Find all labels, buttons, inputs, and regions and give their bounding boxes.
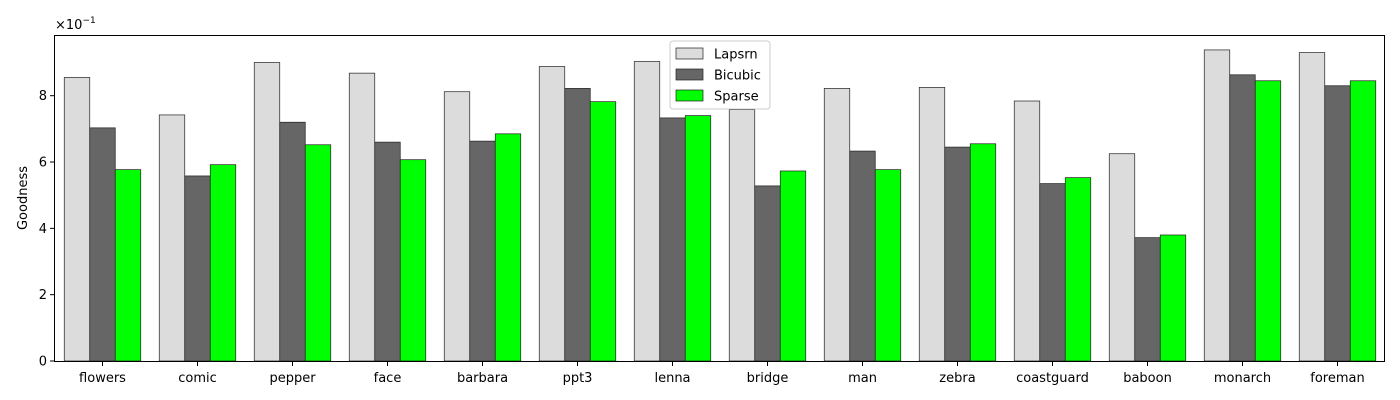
bar-lapsrn-pepper (253, 62, 281, 362)
bar-sparse-lenna (684, 115, 712, 362)
bar-lapsrn-flowers (63, 77, 91, 362)
y-axis: 0 2 4 6 8 (39, 89, 55, 370)
bar-lapsrn-coastguard (1013, 100, 1041, 362)
legend-label-bicubic: Bicubic (714, 69, 761, 84)
x-tick-label-comic: comic (178, 371, 217, 386)
bar-lapsrn-lenna (633, 61, 661, 362)
x-tick-label-lenna: lenna (654, 371, 690, 386)
legend-label-sparse: Sparse (714, 90, 759, 105)
bar-bicubic-baboon (1134, 237, 1161, 362)
x-tick-label-face: face (374, 371, 402, 386)
x-tick-label-baboon: baboon (1123, 371, 1172, 386)
bar-sparse-comic (209, 164, 237, 362)
bar-bicubic-man (849, 150, 876, 362)
bars-layer (63, 49, 1377, 362)
x-tick-label-foreman: foreman (1310, 371, 1364, 386)
bar-bicubic-lenna (659, 117, 686, 362)
bar-lapsrn-man (823, 88, 851, 362)
bar-lapsrn-zebra (918, 87, 946, 362)
y-tick-label: 4 (39, 222, 47, 237)
bar-sparse-coastguard (1064, 177, 1092, 362)
legend-label-lapsrn: Lapsrn (714, 48, 758, 63)
bar-bicubic-coastguard (1039, 183, 1066, 362)
bar-lapsrn-barbara (443, 91, 471, 362)
bar-sparse-barbara (494, 133, 522, 362)
y-axis-label: Goodness (16, 166, 31, 230)
bar-bicubic-flowers (89, 127, 116, 362)
bar-sparse-pepper (304, 144, 332, 362)
bar-sparse-man (874, 169, 902, 362)
bar-bicubic-zebra (944, 146, 971, 362)
x-tick-label-bridge: bridge (747, 371, 789, 386)
x-tick-label-zebra: zebra (939, 371, 975, 386)
bar-lapsrn-face (348, 72, 376, 362)
y-tick-label: 6 (39, 156, 47, 171)
bar-bicubic-comic (184, 175, 211, 362)
x-tick-label-flowers: flowers (79, 371, 126, 386)
bar-lapsrn-baboon (1108, 153, 1136, 362)
bar-bicubic-face (374, 141, 401, 362)
legend-swatch-bicubic (675, 68, 704, 81)
x-tick-label-coastguard: coastguard (1016, 371, 1089, 386)
y-tick-label: 2 (39, 288, 47, 303)
y-tick-label: 8 (39, 89, 47, 104)
bar-bicubic-barbara (469, 140, 496, 362)
x-tick-label-man: man (848, 371, 877, 386)
bar-sparse-bridge (779, 170, 807, 362)
bar-lapsrn-comic (158, 114, 186, 362)
bar-sparse-foreman (1349, 80, 1377, 362)
bar-sparse-monarch (1254, 80, 1282, 362)
bar-bicubic-ppt3 (564, 88, 591, 362)
bar-bicubic-pepper (279, 121, 306, 362)
bar-bicubic-monarch (1229, 74, 1256, 362)
x-tick-label-ppt3: ppt3 (563, 371, 593, 386)
plot-frame (54, 35, 1385, 362)
bar-sparse-zebra (969, 143, 997, 362)
legend-swatch-sparse (675, 89, 704, 102)
y-multiplier-exponent: −1 (82, 16, 95, 26)
x-tick-label-monarch: monarch (1214, 371, 1271, 386)
y-multiplier-label: ×10−1 (55, 16, 96, 33)
y-tick-label: 0 (39, 355, 47, 370)
x-tick-label-pepper: pepper (269, 371, 316, 386)
bar-sparse-ppt3 (589, 101, 617, 362)
legend[interactable]: Lapsrn Bicubic Sparse (669, 40, 771, 110)
x-axis: flowers comic pepper face barbara ppt3 lenna br… (79, 361, 1365, 386)
bar-lapsrn-foreman (1298, 52, 1326, 362)
bar-lapsrn-ppt3 (538, 66, 566, 362)
bar-bicubic-bridge (754, 185, 781, 362)
bar-lapsrn-bridge (728, 109, 756, 362)
x-tick-label-barbara: barbara (457, 371, 508, 386)
bar-bicubic-foreman (1324, 85, 1351, 362)
bar-sparse-face (399, 159, 427, 362)
legend-swatch-lapsrn (675, 47, 704, 60)
bar-lapsrn-monarch (1203, 49, 1231, 362)
bar-sparse-flowers (114, 169, 142, 362)
bar-sparse-baboon (1159, 234, 1187, 362)
